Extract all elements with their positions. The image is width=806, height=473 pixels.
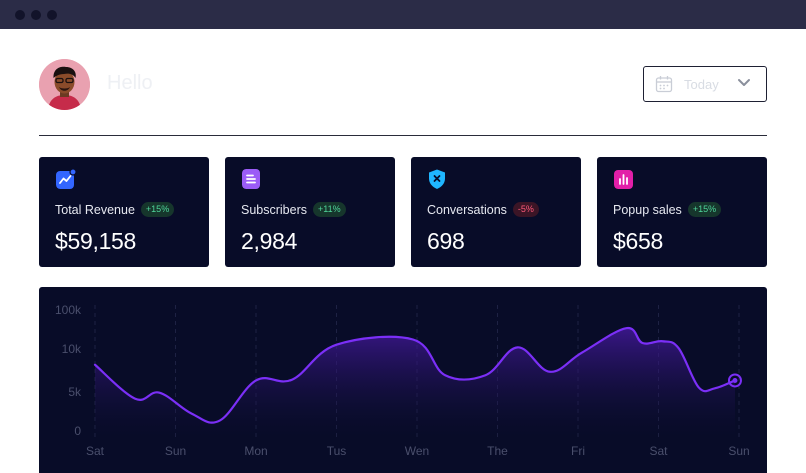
sales-chart-panel: 100k 10k 5k 0 Sat Sun Mon Tus Wen The Fri Sat Sun xyxy=(39,287,767,473)
stat-value: 2,984 xyxy=(241,228,298,254)
chart-series-line xyxy=(93,327,737,424)
y-tick-label: 0 xyxy=(74,424,81,438)
header-divider xyxy=(39,135,767,136)
document-icon xyxy=(242,169,260,189)
greeting-title: Hello xyxy=(107,72,153,94)
chart-endpoint-dot xyxy=(732,377,738,383)
window-maximize-control[interactable] xyxy=(47,10,57,20)
stat-value: $59,158 xyxy=(55,228,137,254)
change-badge: +15% xyxy=(140,202,175,217)
shield-icon xyxy=(429,169,445,189)
x-tick-label: Tus xyxy=(327,444,347,458)
x-tick-label: Sat xyxy=(649,444,668,458)
change-badge: +15% xyxy=(687,202,722,217)
user-avatar-icon xyxy=(39,59,90,110)
x-tick-label: Sun xyxy=(165,444,186,458)
stat-value: $658 xyxy=(613,228,663,254)
bar-chart-icon xyxy=(614,170,633,189)
chart-endpoint-marker[interactable] xyxy=(727,373,742,388)
y-tick-label: 100k xyxy=(55,303,82,317)
stat-label: Total Revenue xyxy=(55,202,135,217)
avatar[interactable] xyxy=(39,59,90,110)
trend-chart-icon xyxy=(56,169,76,189)
x-tick-label: Sun xyxy=(728,444,749,458)
window-close-control[interactable] xyxy=(15,10,25,20)
y-tick-label: 5k xyxy=(68,385,82,399)
x-tick-label: Wen xyxy=(405,444,429,458)
stat-label: Subscribers xyxy=(241,202,307,217)
x-tick-label: Fri xyxy=(571,444,585,458)
area-chart: 100k 10k 5k 0 Sat Sun Mon Tus Wen The Fri Sat Sun xyxy=(55,303,750,458)
window-minimize-control[interactable] xyxy=(31,10,41,20)
stat-card-subscribers[interactable]: Subscribers +11% 2,984 xyxy=(225,157,395,267)
date-select-value: Today xyxy=(684,77,719,92)
stat-value: 698 xyxy=(427,228,465,254)
x-tick-label: Mon xyxy=(244,444,267,458)
change-badge: +11% xyxy=(313,202,346,217)
chart-area-fill xyxy=(95,328,735,439)
date-range-select[interactable]: Today xyxy=(643,66,767,102)
stat-card-conversations[interactable]: Conversations -5% 698 xyxy=(411,157,581,267)
change-badge: -5% xyxy=(512,202,539,217)
stat-card-popup-sales[interactable]: Popup sales +15% $658 xyxy=(597,157,767,267)
window-titlebar xyxy=(0,0,806,29)
y-tick-label: 10k xyxy=(62,342,82,356)
stat-card-total-revenue[interactable]: Total Revenue +15% $59,158 xyxy=(39,157,209,267)
stat-label: Popup sales xyxy=(613,202,682,217)
stat-label: Conversations xyxy=(427,202,507,217)
chevron-down-icon xyxy=(738,79,750,86)
x-tick-label: The xyxy=(487,444,508,458)
calendar-icon xyxy=(655,76,673,93)
x-tick-label: Sat xyxy=(86,444,105,458)
